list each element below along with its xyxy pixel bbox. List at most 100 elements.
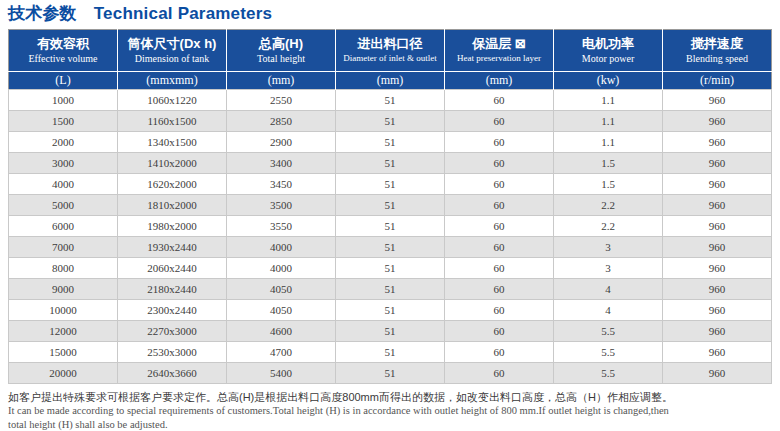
cell: 5.5 [554,342,663,363]
table-header: 有效容积Effective volume筒体尺寸(Dx h)Dimension … [9,30,772,90]
cell: 2900 [227,132,336,153]
table-row: 20001340x1500290051601.1960 [9,132,772,153]
cell: 60 [445,237,554,258]
column-header-en: Diameter of inlet & outlet [336,52,444,65]
column-header: 进出料口径Diameter of inlet & outlet [336,30,445,72]
cell: 51 [336,258,445,279]
cell: 1000 [9,90,118,111]
column-unit: (mm) [227,72,336,90]
cell: 2530x3000 [118,342,227,363]
cell: 2.2 [554,195,663,216]
cell: 4000 [227,258,336,279]
cell: 8000 [9,258,118,279]
footnote-en-line1: It can be made according to special requ… [8,404,772,418]
cell: 51 [336,321,445,342]
page-title-zh: 技术参数 [8,4,77,23]
header-row-names: 有效容积Effective volume筒体尺寸(Dx h)Dimension … [9,30,772,72]
cell: 2550 [227,90,336,111]
cell: 3500 [227,195,336,216]
column-header: 筒体尺寸(Dx h)Dimension of tank [118,30,227,72]
header-row-units: (L)(mmxmm)(mm)(mm)(mm)(kw)(r/min) [9,72,772,90]
cell: 15000 [9,342,118,363]
footnote-zh: 如客户提出特殊要求可根据客户要求定作。总高(H)是根据出料口高度800mm而得出… [8,390,772,404]
cell: 1340x1500 [118,132,227,153]
cell: 4 [554,300,663,321]
table-row: 60001980x2000355051602.2960 [9,216,772,237]
footnote: 如客户提出特殊要求可根据客户要求定作。总高(H)是根据出料口高度800mm而得出… [8,390,772,431]
column-header-zh: 保温层 ⊠ [445,36,553,52]
cell: 60 [445,258,554,279]
column-header-zh: 筒体尺寸(Dx h) [118,36,226,52]
cell: 2640x3660 [118,363,227,384]
cell: 2.2 [554,216,663,237]
cell: 9000 [9,279,118,300]
cell: 51 [336,111,445,132]
cell: 2000 [9,132,118,153]
column-header-zh: 电机功率 [554,36,662,52]
cell: 2300x2440 [118,300,227,321]
column-header-zh: 总高(H) [227,36,335,52]
column-header-en: Heat preservation layer [445,52,553,65]
cell: 51 [336,195,445,216]
cell: 1810x2000 [118,195,227,216]
cell: 960 [663,132,772,153]
cell: 960 [663,300,772,321]
cell: 1980x2000 [118,216,227,237]
cell: 51 [336,174,445,195]
cell: 2060x2440 [118,258,227,279]
cell: 51 [336,216,445,237]
cell: 60 [445,174,554,195]
cell: 3550 [227,216,336,237]
cell: 1930x2440 [118,237,227,258]
cell: 3450 [227,174,336,195]
column-header-en: Motor power [554,52,662,65]
cell: 3 [554,237,663,258]
table-row: 40001620x2000345051601.5960 [9,174,772,195]
page-title-en: Technical Parameters [94,4,273,23]
cell: 960 [663,279,772,300]
column-header: 搅拌速度Blending speed [663,30,772,72]
cell: 4050 [227,279,336,300]
cell: 4000 [227,237,336,258]
cell: 1.1 [554,90,663,111]
column-header-en: Blending speed [663,52,771,65]
footnote-en-line2: total height (H) shall also be adjusted. [8,418,772,431]
column-header-zh: 搅拌速度 [663,36,771,52]
cell: 960 [663,363,772,384]
cell: 60 [445,132,554,153]
column-unit: (mmxmm) [118,72,227,90]
table-row: 50001810x2000350051602.2960 [9,195,772,216]
cell: 60 [445,342,554,363]
cell: 51 [336,363,445,384]
cell: 960 [663,111,772,132]
page: 技术参数 Technical Parameters 有效容积Effective … [0,0,780,431]
cell: 1410x2000 [118,153,227,174]
cell: 2180x2440 [118,279,227,300]
cell: 1.5 [554,153,663,174]
cell: 960 [663,195,772,216]
cell: 5.5 [554,321,663,342]
cell: 4700 [227,342,336,363]
cell: 60 [445,363,554,384]
column-unit: (mm) [445,72,554,90]
cell: 960 [663,216,772,237]
column-header-zh: 进出料口径 [336,36,444,52]
column-header: 总高(H)Total height [227,30,336,72]
cell: 12000 [9,321,118,342]
cell: 960 [663,342,772,363]
cell: 1.1 [554,132,663,153]
table-row: 80002060x2440400051603960 [9,258,772,279]
cell: 5.5 [554,363,663,384]
cell: 51 [336,237,445,258]
cell: 4050 [227,300,336,321]
cell: 960 [663,90,772,111]
cell: 960 [663,237,772,258]
cell: 3 [554,258,663,279]
cell: 60 [445,279,554,300]
table-body: 10001060x1220255051601.196015001160x1500… [9,90,772,384]
column-unit: (mm) [336,72,445,90]
cell: 3000 [9,153,118,174]
cell: 51 [336,90,445,111]
column-header-en: Dimension of tank [118,52,226,65]
column-header-en: Effective volume [9,52,117,65]
